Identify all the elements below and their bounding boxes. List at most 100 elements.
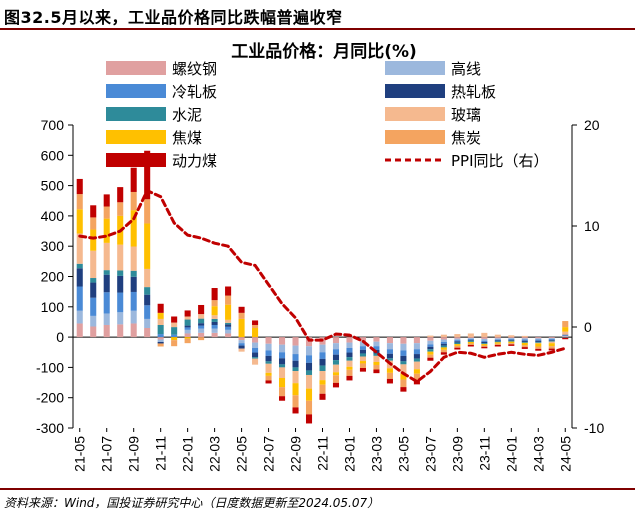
bar-segment: [211, 318, 218, 322]
bar-segment: [548, 337, 555, 339]
right-tick-label: 20: [584, 117, 600, 133]
bar-segment: [130, 276, 137, 292]
bar-segment: [157, 341, 164, 344]
bar-segment: [427, 354, 434, 358]
bar-segment: [184, 325, 191, 328]
bar-segment: [198, 318, 205, 324]
bar-segment: [130, 270, 137, 277]
bar-segment: [198, 328, 205, 333]
bar-segment: [225, 304, 232, 320]
bar-segment: [521, 338, 528, 340]
bar-segment: [346, 352, 353, 358]
bar-segment: [467, 340, 474, 342]
bar-segment: [467, 333, 474, 338]
bar-segment: [521, 339, 528, 341]
bar-segment: [386, 349, 393, 354]
bar-segment: [252, 320, 259, 325]
bar-segment: [454, 344, 461, 346]
bar-segment: [90, 250, 97, 279]
bar-segment: [144, 150, 151, 200]
legend-swatch: [106, 153, 166, 167]
bar-segment: [279, 358, 286, 365]
bar-segment: [373, 361, 380, 365]
bar-segment: [413, 337, 420, 344]
bar-segment: [252, 357, 259, 359]
bar-segment: [90, 205, 97, 218]
bar-segment: [548, 338, 555, 339]
bar-segment: [157, 334, 164, 338]
bar-segment: [494, 341, 501, 343]
bar-segment: [373, 337, 380, 342]
bar-segment: [238, 343, 245, 346]
bar-segment: [400, 373, 407, 380]
bar-segment: [359, 363, 366, 369]
x-tick-label: 23-05: [395, 436, 411, 472]
bar-segment: [90, 282, 97, 298]
bar-segment: [211, 332, 218, 338]
bar-segment: [440, 334, 447, 338]
bar-segment: [427, 351, 434, 355]
bar-segment: [562, 327, 569, 332]
bar-segment: [481, 338, 488, 341]
x-tick-label: 21-07: [99, 436, 115, 472]
bar-segment: [252, 342, 259, 349]
bar-segment: [562, 331, 569, 335]
bar-segment: [76, 178, 83, 195]
left-tick-label: 0: [56, 329, 64, 345]
bar-segment: [292, 337, 299, 346]
bar-segment: [359, 368, 366, 372]
bar-segment: [211, 324, 218, 329]
source-rule: [0, 488, 635, 490]
bar-segment: [117, 275, 124, 293]
bar-segment: [292, 367, 299, 372]
bar-segment: [521, 345, 528, 348]
bar-segment: [265, 375, 272, 381]
bar-segment: [305, 346, 313, 356]
bar-segment: [252, 348, 259, 353]
bar-segment: [413, 361, 420, 370]
x-tick-label: 23-03: [368, 436, 384, 472]
bar-segment: [373, 353, 380, 356]
bar-segment: [454, 345, 461, 348]
bar-segment: [346, 357, 353, 361]
legend-label: 焦炭: [451, 129, 481, 147]
bar-segment: [117, 202, 124, 216]
bar-segment: [265, 363, 272, 373]
bar-segment: [332, 349, 340, 355]
bar-segment: [494, 340, 501, 342]
bar-segment: [292, 407, 299, 414]
ppi-series-line: [78, 188, 567, 384]
bar-segment: [90, 315, 97, 327]
bar-segment: [144, 268, 151, 288]
bar-segment: [400, 387, 407, 392]
bar-segment: [332, 372, 340, 376]
x-tick-label: 23-11: [476, 436, 492, 471]
bar-segment: [413, 354, 420, 359]
bar-segment: [386, 368, 393, 373]
source-note: 资料来源：Wind，国投证券研究中心（日度数据更新至2024.05.07）: [4, 496, 380, 510]
bar-segment: [198, 332, 205, 338]
bar-segment: [103, 194, 110, 207]
bar-segment: [427, 337, 434, 341]
bar-segment: [332, 337, 340, 344]
bar-segment: [332, 382, 340, 388]
legend-label: 水泥: [172, 106, 202, 124]
bar-segment: [292, 371, 299, 384]
bar-segment: [157, 337, 164, 340]
bar-segment: [319, 344, 326, 353]
x-tick-label: 21-05: [72, 436, 88, 472]
bar-segment: [252, 328, 259, 338]
bar-segment: [252, 324, 259, 329]
legend-label: 高线: [451, 60, 481, 78]
bar-segment: [225, 333, 232, 338]
bar-segment: [157, 339, 164, 342]
bar-segment: [386, 372, 393, 379]
bar-segment: [103, 324, 110, 338]
bar-segment: [346, 348, 353, 353]
x-tick-label: 24-01: [503, 436, 519, 472]
bar-segment: [305, 362, 313, 371]
left-tick-label: 200: [41, 269, 65, 285]
bar-segment: [90, 217, 97, 230]
x-tick-label: 23-09: [449, 436, 465, 472]
